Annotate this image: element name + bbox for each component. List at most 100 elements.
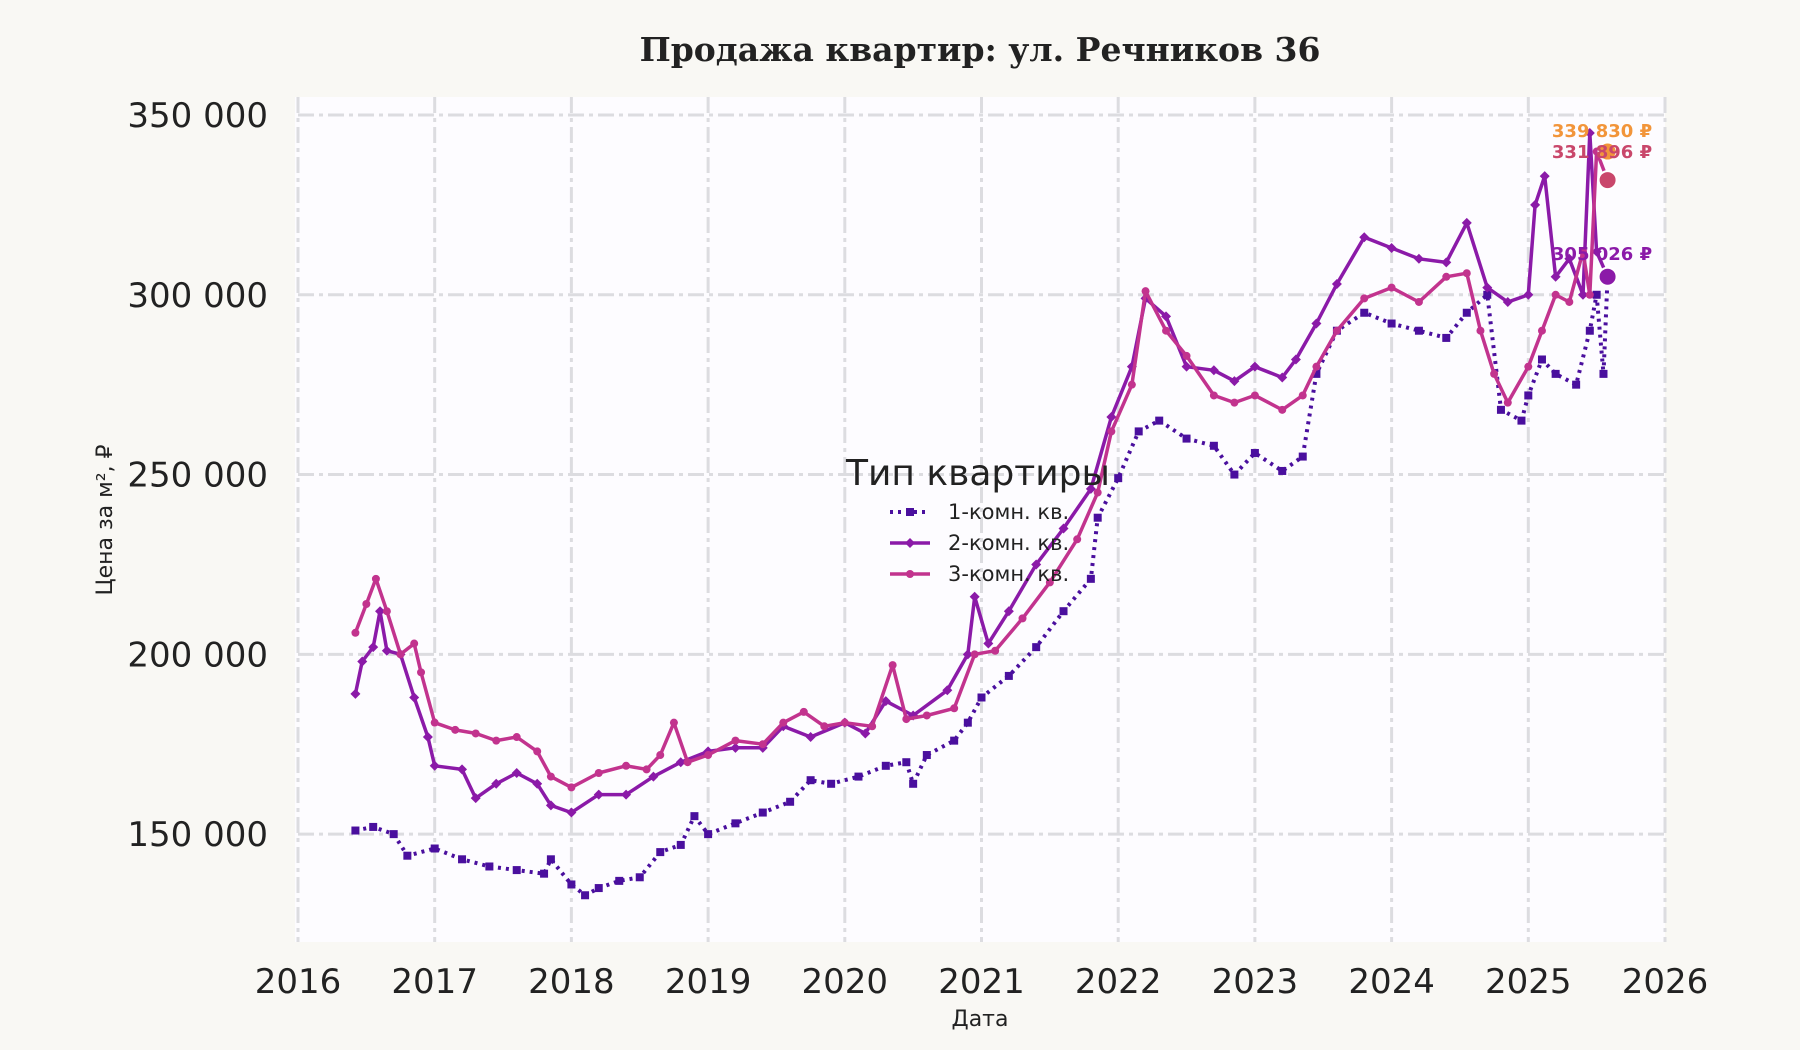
data-point xyxy=(430,718,439,727)
data-point xyxy=(430,844,439,853)
data-point xyxy=(648,771,659,782)
data-point xyxy=(1004,671,1013,680)
data-point xyxy=(642,765,651,774)
data-point xyxy=(1208,365,1219,376)
data-point xyxy=(581,891,590,900)
data-point xyxy=(1585,290,1594,299)
data-point xyxy=(1162,326,1171,335)
x-tick-label: 2026 xyxy=(1622,962,1709,1002)
data-point xyxy=(1359,232,1370,243)
data-point xyxy=(970,650,979,659)
data-point xyxy=(881,761,890,770)
data-point xyxy=(854,772,863,781)
data-point xyxy=(1565,297,1574,306)
data-point xyxy=(840,718,849,727)
legend-entry: 3-комн. кв. xyxy=(890,562,1069,586)
data-point xyxy=(969,591,980,602)
data-point xyxy=(1141,287,1150,296)
data-point xyxy=(1524,391,1533,400)
data-point xyxy=(1572,380,1581,389)
data-point xyxy=(977,693,986,702)
data-point xyxy=(389,830,398,839)
data-point xyxy=(369,822,378,831)
data-point xyxy=(1277,372,1288,383)
data-point xyxy=(1086,574,1095,583)
data-point xyxy=(730,742,741,753)
end-point-marker xyxy=(1597,266,1618,287)
x-tick-label: 2024 xyxy=(1348,962,1435,1002)
data-point xyxy=(1523,289,1534,300)
data-point xyxy=(381,645,392,656)
x-tick-label: 2019 xyxy=(665,962,752,1002)
legend-marker xyxy=(906,570,914,578)
data-point xyxy=(1331,278,1342,289)
data-point xyxy=(457,764,468,775)
x-tick-label: 2016 xyxy=(255,962,342,1002)
data-point xyxy=(1298,452,1307,461)
data-point xyxy=(1551,369,1560,378)
data-point xyxy=(1585,326,1594,335)
data-point xyxy=(1181,361,1192,372)
data-point xyxy=(1209,391,1218,400)
data-point xyxy=(1550,271,1561,282)
data-point xyxy=(1461,217,1472,228)
legend-entry: 1-комн. кв. xyxy=(890,500,1069,524)
data-point xyxy=(676,840,685,849)
data-point xyxy=(669,718,678,727)
data-point xyxy=(422,732,433,743)
data-point xyxy=(1599,369,1608,378)
data-point xyxy=(827,779,836,788)
data-point xyxy=(690,812,699,821)
data-point xyxy=(942,685,953,696)
data-point xyxy=(888,661,897,670)
data-point xyxy=(1592,290,1601,299)
data-point xyxy=(532,778,543,789)
data-point xyxy=(656,848,665,857)
data-point xyxy=(704,751,713,760)
legend-label: 3-комн. кв. xyxy=(948,562,1069,586)
data-point xyxy=(902,758,911,767)
data-point xyxy=(594,884,603,893)
data-point xyxy=(622,761,631,770)
data-point xyxy=(1093,513,1102,522)
y-tick-label: 300 000 xyxy=(127,276,268,316)
legend-title: Тип квартиры xyxy=(845,453,1110,494)
y-tick-label: 350 000 xyxy=(127,96,268,136)
data-point xyxy=(1462,269,1471,278)
data-point xyxy=(731,736,740,745)
data-point xyxy=(1003,606,1014,617)
data-point xyxy=(621,789,632,800)
data-point xyxy=(1524,362,1533,371)
data-point xyxy=(1591,246,1602,257)
data-point xyxy=(1059,607,1068,616)
end-labels: 339 830 ₽331 896 ₽ 305 026 ₽ xyxy=(1552,121,1652,287)
data-point xyxy=(546,772,555,781)
data-point xyxy=(512,866,521,875)
legend-entries: 1-комн. кв. 2-комн. кв. 3-комн. кв. xyxy=(890,500,1069,586)
data-point xyxy=(470,793,481,804)
data-point xyxy=(909,779,918,788)
data-point xyxy=(1503,398,1512,407)
end-value-label: 331 896 ₽ xyxy=(1552,142,1652,163)
data-point xyxy=(635,873,644,882)
x-axis-label: Дата xyxy=(952,1007,1009,1032)
legend-label: 1-комн. кв. xyxy=(948,500,1069,524)
data-point xyxy=(656,751,665,760)
data-point xyxy=(1085,483,1096,494)
data-point xyxy=(1114,474,1123,483)
x-tick-label: 2022 xyxy=(1075,962,1162,1002)
data-point xyxy=(1229,376,1240,387)
y-tick-label: 250 000 xyxy=(127,456,268,496)
data-point xyxy=(1230,470,1239,479)
data-point xyxy=(1490,369,1499,378)
x-tick-label: 2018 xyxy=(528,962,615,1002)
data-point xyxy=(1551,290,1560,299)
data-point xyxy=(375,606,386,617)
data-point xyxy=(1134,427,1143,436)
data-point xyxy=(1230,398,1239,407)
data-point xyxy=(1161,311,1172,322)
data-point xyxy=(779,718,788,727)
y-axis-label: Цена за м², ₽ xyxy=(93,444,118,595)
data-point xyxy=(492,736,501,745)
data-point xyxy=(362,600,371,608)
